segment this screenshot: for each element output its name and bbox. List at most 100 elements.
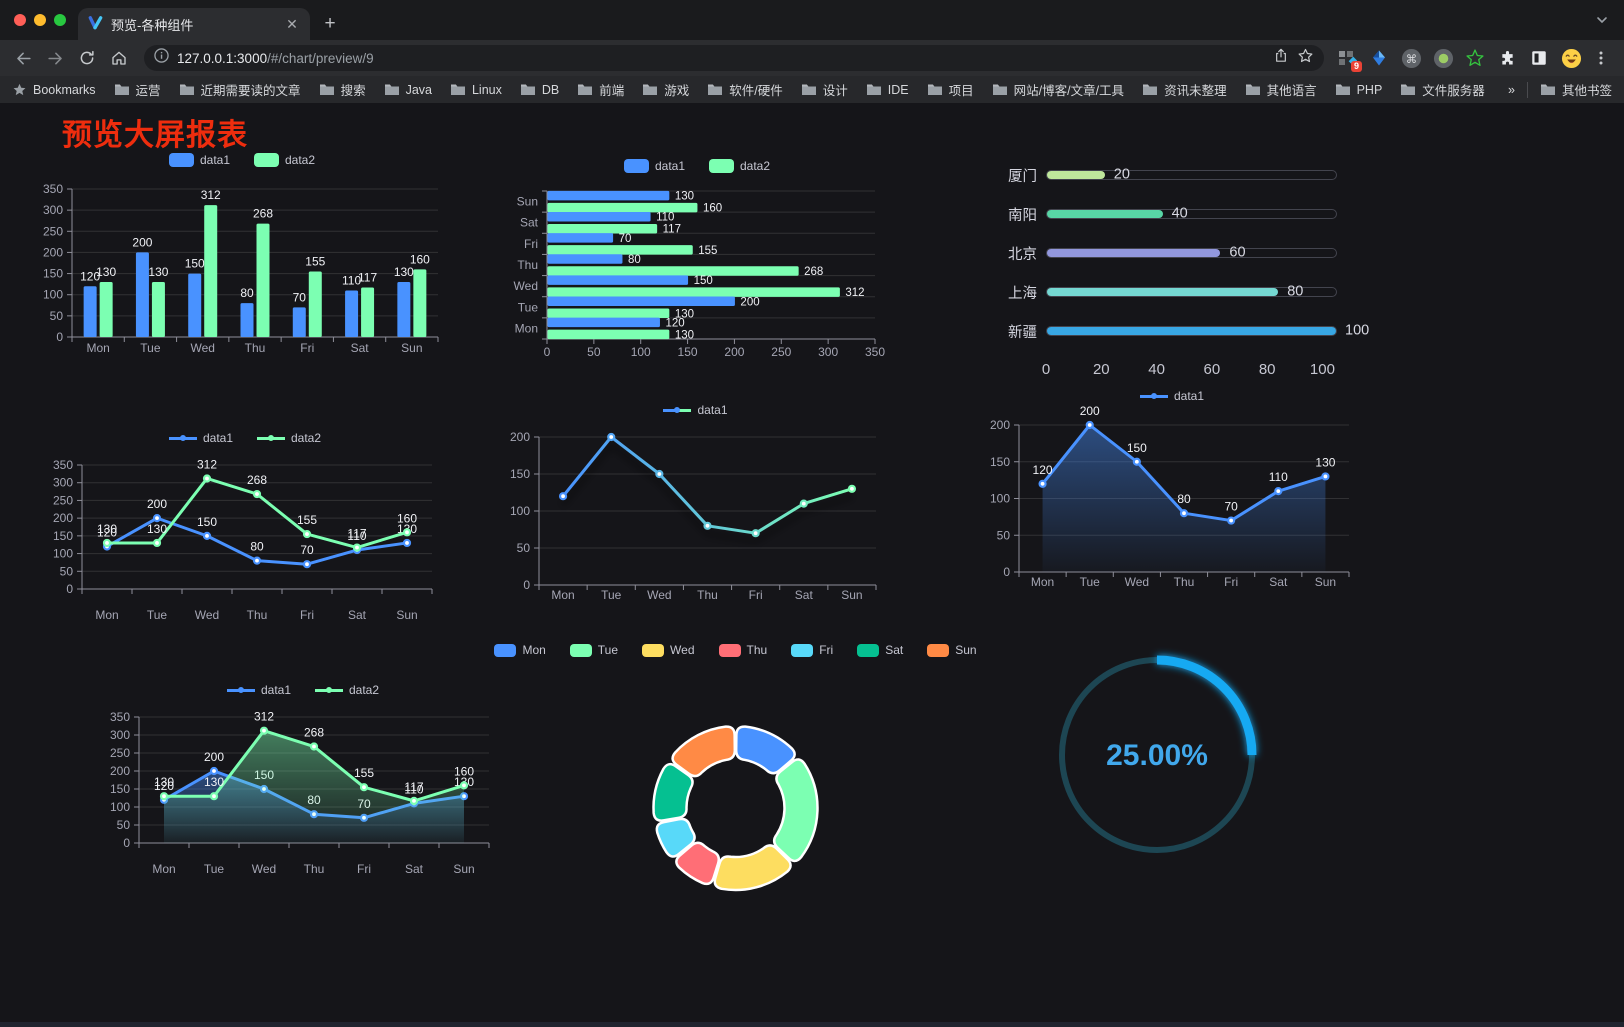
svg-text:130: 130 bbox=[1315, 455, 1335, 469]
svg-text:100: 100 bbox=[510, 504, 530, 518]
svg-text:80: 80 bbox=[628, 254, 641, 266]
svg-text:350: 350 bbox=[53, 458, 73, 472]
bookmark-folder[interactable]: 游戏 bbox=[642, 80, 689, 99]
legend-item[interactable]: Sun bbox=[927, 643, 977, 657]
chart-legend: data1 data2 bbox=[36, 153, 448, 167]
progress-bar-chart[interactable]: 厦门 20 南阳 40 北京 60 上海 80 新疆 100 0 20 40 60 80 100 bbox=[993, 155, 1369, 387]
recorder-extension-icon[interactable] bbox=[1432, 47, 1454, 69]
menu-kebab-icon[interactable] bbox=[1588, 45, 1614, 71]
bookmark-folder[interactable]: 其他语言 bbox=[1245, 80, 1317, 99]
extensions-puzzle-icon[interactable] bbox=[1496, 47, 1518, 69]
donut-chart[interactable]: Mon Tue Wed Thu Fri Sat Sun bbox=[494, 635, 977, 970]
svg-text:300: 300 bbox=[110, 728, 130, 742]
legend-item[interactable]: data1 bbox=[226, 683, 291, 697]
bookmark-folder[interactable]: PHP bbox=[1335, 80, 1382, 99]
legend-item[interactable]: data1 bbox=[663, 403, 728, 417]
home-icon[interactable] bbox=[106, 45, 132, 71]
svg-text:155: 155 bbox=[305, 254, 325, 268]
legend-item[interactable]: data2 bbox=[315, 683, 379, 697]
svg-text:0: 0 bbox=[1003, 565, 1010, 579]
svg-text:Fri: Fri bbox=[1224, 575, 1238, 589]
bookmark-folder[interactable]: 网站/博客/文章/工具 bbox=[992, 80, 1124, 99]
url-text[interactable]: 127.0.0.1:3000/#/chart/preview/9 bbox=[177, 50, 374, 66]
bookmark-folder[interactable]: 资讯未整理 bbox=[1142, 80, 1227, 99]
horizontal-bar-chart[interactable]: data1 data2 0 50 100 150 200 250 300 350 Sun 130 160… bbox=[503, 151, 891, 369]
legend-item[interactable]: data2 bbox=[709, 159, 770, 173]
gradient-line-chart[interactable]: data1 0 50 100 150 200 Mon Tue Wed Thu Fri Sat Sun bbox=[503, 399, 888, 615]
svg-text:150: 150 bbox=[185, 257, 205, 271]
folder-icon bbox=[866, 84, 881, 95]
legend-item[interactable]: Thu bbox=[718, 643, 767, 657]
window-close-button[interactable] bbox=[14, 14, 26, 26]
legend-item[interactable]: Wed bbox=[642, 643, 695, 657]
legend-item[interactable]: data1 bbox=[168, 153, 230, 167]
grouped-bar-chart[interactable]: data1 data2 0 50 100 150 200 250 300 350 Mon Tue Wed… bbox=[36, 147, 448, 363]
svg-text:Mon: Mon bbox=[1031, 575, 1054, 589]
bookmark-folder[interactable]: 项目 bbox=[927, 80, 974, 99]
bookmark-folder[interactable]: 设计 bbox=[801, 80, 848, 99]
share-icon[interactable] bbox=[1273, 47, 1289, 69]
legend-item[interactable]: Sat bbox=[857, 643, 903, 657]
svg-text:150: 150 bbox=[1127, 441, 1147, 455]
folder-icon bbox=[450, 84, 465, 95]
bookmark-folder[interactable]: Java bbox=[384, 80, 432, 99]
progress-fill bbox=[1047, 249, 1221, 257]
svg-text:Mon: Mon bbox=[86, 341, 109, 355]
tab-close-icon[interactable]: ✕ bbox=[286, 15, 298, 32]
svg-text:110: 110 bbox=[347, 529, 366, 543]
bookmarks-manager-item[interactable]: Bookmarks bbox=[12, 82, 96, 97]
new-tab-button[interactable]: + bbox=[324, 13, 336, 34]
gauge-chart[interactable]: 25.00% bbox=[1048, 646, 1266, 864]
site-info-icon[interactable] bbox=[154, 48, 169, 68]
url-bar[interactable]: 127.0.0.1:3000/#/chart/preview/9 bbox=[144, 45, 1324, 71]
svg-text:50: 50 bbox=[117, 818, 131, 832]
back-icon[interactable] bbox=[10, 45, 36, 71]
green-star-extension-icon[interactable] bbox=[1464, 47, 1486, 69]
command-extension-icon[interactable]: ⌘ bbox=[1400, 47, 1422, 69]
legend-item[interactable]: data1 bbox=[1139, 389, 1204, 403]
bookmark-folder[interactable]: IDE bbox=[866, 80, 909, 99]
legend-item[interactable]: Fri bbox=[791, 643, 833, 657]
frame-extension-icon[interactable] bbox=[1528, 47, 1550, 69]
area-line-chart[interactable]: data1 0 50 100 150 200 Mon Tue Wed Thu Fri Sat Sun 12… bbox=[983, 387, 1361, 603]
bookmark-folder[interactable]: DB bbox=[520, 80, 559, 99]
window-minimize-button[interactable] bbox=[34, 14, 46, 26]
svg-text:Wed: Wed bbox=[252, 862, 276, 876]
bookmark-folder[interactable]: 近期需要读的文章 bbox=[179, 80, 301, 99]
bookmarks-overflow-chevron[interactable]: » bbox=[1508, 82, 1515, 97]
bookmark-folder[interactable]: 软件/硬件 bbox=[707, 80, 783, 99]
svg-text:Mon: Mon bbox=[152, 862, 175, 876]
forward-icon[interactable] bbox=[42, 45, 68, 71]
kite-extension-icon[interactable] bbox=[1368, 47, 1390, 69]
chart-legend: data1 bbox=[983, 389, 1361, 403]
legend-item[interactable]: data2 bbox=[254, 153, 315, 167]
legend-item[interactable]: data1 bbox=[623, 159, 685, 173]
grid-extension-icon[interactable]: 9 bbox=[1336, 47, 1362, 72]
tab-search-chevron-icon[interactable] bbox=[1594, 12, 1610, 28]
emoji-extension-icon[interactable] bbox=[1560, 47, 1582, 69]
svg-text:200: 200 bbox=[740, 296, 759, 308]
svg-text:300: 300 bbox=[53, 476, 73, 490]
bookmark-folder[interactable]: 前端 bbox=[577, 80, 624, 99]
window-fullscreen-button[interactable] bbox=[54, 14, 66, 26]
multi-area-line-chart[interactable]: data1 data2 0 50 100 150 200 250 300 350 Mon Tue Wed… bbox=[103, 677, 503, 893]
svg-text:Tue: Tue bbox=[1080, 575, 1101, 589]
bookmark-folder[interactable]: 文件服务器 bbox=[1400, 80, 1485, 99]
other-bookmarks-folder[interactable]: 其他书签 bbox=[1540, 80, 1612, 99]
legend-item[interactable]: Mon bbox=[494, 643, 546, 657]
legend-item[interactable]: data2 bbox=[257, 431, 321, 445]
reload-icon[interactable] bbox=[74, 45, 100, 71]
legend-item[interactable]: Tue bbox=[569, 643, 618, 657]
svg-text:100: 100 bbox=[53, 547, 73, 561]
page-title: 预览大屏报表 bbox=[62, 119, 248, 152]
svg-text:110: 110 bbox=[342, 273, 361, 287]
legend-item[interactable]: data1 bbox=[168, 431, 233, 445]
bookmark-folder[interactable]: 搜索 bbox=[319, 80, 366, 99]
bookmark-folder[interactable]: 运营 bbox=[114, 80, 161, 99]
browser-tab[interactable]: 预览-各种组件 ✕ bbox=[78, 8, 310, 40]
svg-text:150: 150 bbox=[110, 782, 130, 796]
multi-line-chart[interactable]: data1 data2 0 50 100 150 200 250 300 350 Mon Tue Wed… bbox=[46, 425, 444, 641]
bookmarks-right-group: » 其他书签 bbox=[1508, 80, 1612, 99]
bookmark-folder[interactable]: Linux bbox=[450, 80, 502, 99]
bookmark-star-icon[interactable] bbox=[1297, 47, 1314, 69]
